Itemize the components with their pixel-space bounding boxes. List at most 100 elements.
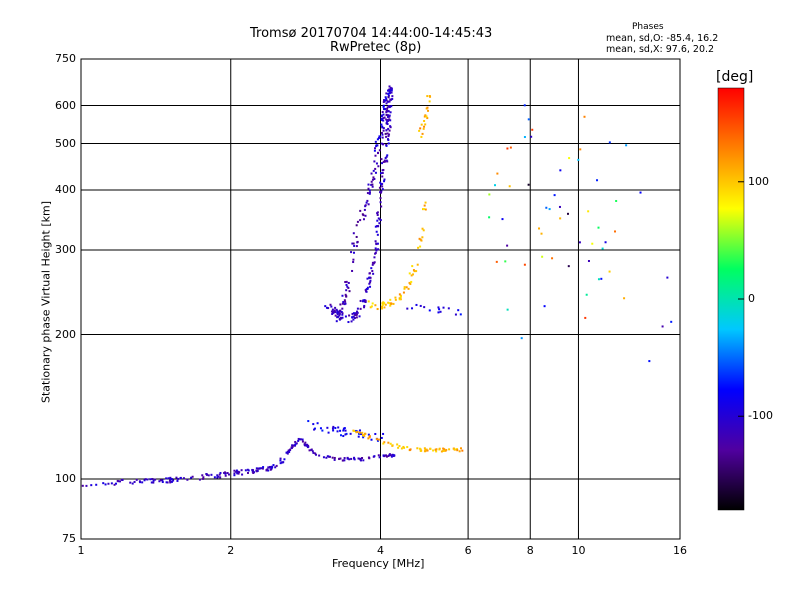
echo-point [342,301,345,304]
echo-point [311,450,314,453]
echo-point [506,147,509,150]
echo-point [376,233,379,236]
echo-point [351,316,354,319]
echo-point [312,423,315,426]
echo-point [359,219,362,222]
echo-point [567,265,570,268]
echo-point [161,479,164,482]
echo-point [390,91,393,94]
echo-point [385,155,388,158]
echo-point [388,129,391,132]
echo-point [131,482,134,485]
echo-point [363,208,366,211]
echo-point [366,277,369,280]
echo-point [95,483,98,486]
echo-point [332,429,335,432]
echo-point [597,278,600,281]
echo-point [361,431,364,434]
echo-point [377,225,380,228]
echo-point [344,300,347,303]
echo-point [235,469,238,472]
colorbar-ticks [738,181,744,417]
echo-point [368,191,371,194]
echo-point [261,467,264,470]
echo-point [355,313,358,316]
echo-point [347,321,350,324]
echo-point [352,232,355,235]
echo-point [577,158,580,161]
echo-point [339,457,342,460]
echo-point [378,222,381,225]
x-tick-label: 8 [526,544,534,557]
echo-point [666,276,669,279]
echo-point [252,471,255,474]
echo-point [369,281,372,284]
echo-point [255,467,258,470]
echo-point [369,285,372,288]
plot-grid [81,59,680,539]
echo-point [504,260,507,263]
echo-point [165,477,168,480]
echo-point [506,244,509,247]
echo-point [166,481,169,484]
echo-point [335,320,338,323]
echo-point [386,138,389,141]
echo-point [375,230,378,233]
echo-point [584,316,587,319]
echo-point [289,448,292,451]
colorbar-tick-label: 0 [748,292,755,305]
echo-point [614,230,617,233]
echo-point [374,140,377,143]
x-axis-label: Frequency [MHz] [332,557,425,570]
echo-point [299,438,302,441]
echo-point [387,441,390,444]
echo-point [530,135,533,138]
echo-point [381,307,384,310]
echo-point [170,478,173,481]
echo-point [359,429,362,432]
echo-point [365,201,368,204]
echo-point [371,270,374,273]
echo-point [385,455,388,458]
echo-point [425,115,428,118]
echo-point [240,469,243,472]
echo-point [387,301,390,304]
echo-point [332,425,335,428]
echo-point [378,186,381,189]
echo-point [375,162,378,165]
echo-point [226,472,229,475]
echo-point [340,310,343,313]
echo-point [308,449,311,452]
echo-point [385,121,388,124]
echo-point [291,444,294,447]
echo-point [345,432,348,435]
echo-point [387,92,390,95]
echo-point [488,216,491,219]
echo-point [356,240,359,243]
echo-point [374,225,377,228]
echo-point [367,203,370,206]
phases-heading: Phases [632,22,664,32]
echo-point [332,310,335,313]
echo-point [331,311,334,314]
echo-point [201,474,204,477]
echo-point [370,267,373,270]
echo-point [559,217,562,220]
echo-point [388,85,391,88]
echo-point [411,265,414,268]
echo-point [338,312,341,315]
echo-point [422,127,425,130]
echo-point [359,299,362,302]
echo-point [176,477,179,480]
echo-point [411,307,414,310]
echo-point [388,106,391,109]
echo-point [488,193,491,196]
echo-point [661,325,664,328]
echo-point [429,447,432,450]
echo-point [421,132,424,135]
phases-o-mode-stats: mean, sd,O: -85.4, 16.2 [606,33,719,44]
echo-point [381,172,384,175]
echo-point [368,282,371,285]
echo-point [341,294,344,297]
echo-point [388,92,391,95]
